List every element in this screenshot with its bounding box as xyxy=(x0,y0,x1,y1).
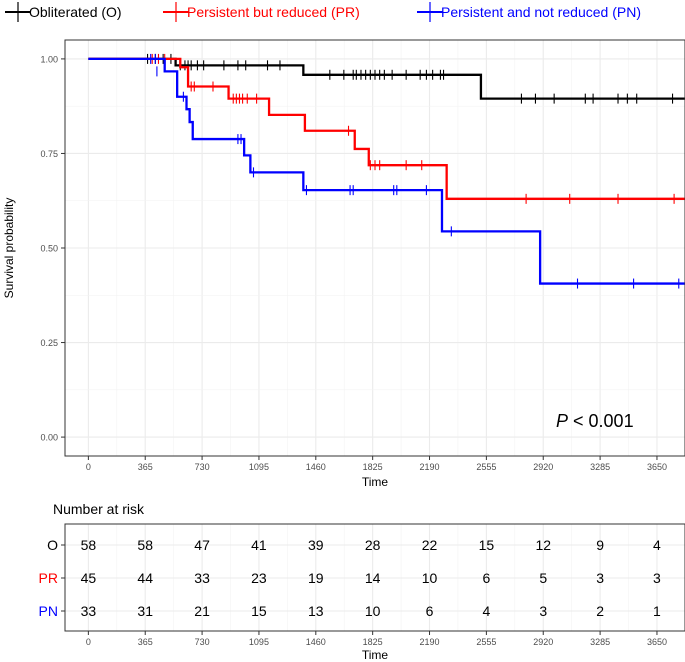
risk-cell: 47 xyxy=(194,537,210,553)
y-tick-label: 0.75 xyxy=(40,149,58,159)
risk-cell: 58 xyxy=(137,537,153,553)
risk-x-tick-label: 2920 xyxy=(533,637,553,647)
risk-cell: 21 xyxy=(194,603,210,619)
x-tick-label: 3285 xyxy=(590,462,610,472)
x-tick-label: 3650 xyxy=(647,462,667,472)
km-curve-persistent-but-reduced-pr xyxy=(88,57,685,200)
risk-cell: 4 xyxy=(653,537,661,553)
risk-cell: 9 xyxy=(596,537,604,553)
risk-cell: 10 xyxy=(422,570,438,586)
risk-x-tick-label: 365 xyxy=(138,637,153,647)
risk-cell: 33 xyxy=(81,603,97,619)
risk-table-row-labels: O PR PN xyxy=(39,537,65,619)
risk-cell: 3 xyxy=(539,603,547,619)
y-tick-label: 0.00 xyxy=(40,433,58,443)
risk-row-label-pr: PR xyxy=(39,570,58,586)
legend-label-persistent-and-not-reduced-pn: Persistent and not reduced (PN) xyxy=(441,4,641,20)
risk-row-label-pn: PN xyxy=(39,603,58,619)
risk-x-tick-label: 1095 xyxy=(249,637,269,647)
x-tick-label: 2555 xyxy=(476,462,496,472)
risk-cell: 3 xyxy=(596,570,604,586)
x-tick-label: 2920 xyxy=(533,462,553,472)
risk-cell: 31 xyxy=(137,603,153,619)
km-plot: 0.00 0.25 0.50 0.75 1.00 0 365 730 1095 1460 1825… xyxy=(2,39,685,489)
risk-x-tick-label: 1825 xyxy=(363,637,383,647)
risk-cell: 12 xyxy=(535,537,551,553)
legend: Obliterated (O) Persistent but reduced (P… xyxy=(5,2,641,22)
risk-cell: 39 xyxy=(308,537,324,553)
risk-x-tick-label: 3650 xyxy=(647,637,667,647)
y-tick-label: 0.25 xyxy=(40,338,58,348)
risk-cell: 19 xyxy=(308,570,324,586)
risk-table-title: Number at risk xyxy=(53,501,145,517)
risk-cell: 22 xyxy=(422,537,438,553)
legend-label-persistent-but-reduced-pr: Persistent but reduced (PR) xyxy=(187,4,360,20)
x-axis-title: Time xyxy=(362,475,389,489)
p-value-text: < 0.001 xyxy=(568,411,634,431)
risk-cell: 10 xyxy=(365,603,381,619)
km-gridlines xyxy=(65,40,685,456)
risk-cell: 6 xyxy=(426,603,434,619)
risk-table: Number at risk 58 58 47 41 39 28 22 15 12 9 445 44 3… xyxy=(39,501,685,662)
risk-cell: 15 xyxy=(479,537,495,553)
risk-cell: 4 xyxy=(482,603,490,619)
risk-x-tick-label: 2190 xyxy=(420,637,440,647)
risk-row-label-o: O xyxy=(47,537,58,553)
risk-x-tick-label: 2555 xyxy=(476,637,496,647)
risk-cell: 3 xyxy=(653,570,661,586)
x-tick-label: 365 xyxy=(138,462,153,472)
risk-cell: 2 xyxy=(596,603,604,619)
p-value-annotation: P < 0.001 xyxy=(556,411,634,431)
risk-cell: 5 xyxy=(539,570,547,586)
risk-x-tick-label: 3285 xyxy=(590,637,610,647)
km-curve-persistent-and-not-reduced-pn xyxy=(88,57,685,285)
risk-cell: 14 xyxy=(365,570,381,586)
risk-cell: 23 xyxy=(251,570,267,586)
risk-table-x-axis-title: Time xyxy=(362,648,389,662)
risk-cell: 58 xyxy=(81,537,97,553)
risk-cell: 1 xyxy=(653,603,661,619)
risk-cell: 41 xyxy=(251,537,267,553)
risk-cell: 33 xyxy=(194,570,210,586)
risk-cell: 44 xyxy=(137,570,153,586)
risk-x-tick-label: 1460 xyxy=(306,637,326,647)
risk-cell: 45 xyxy=(81,570,97,586)
risk-table-cells: 58 58 47 41 39 28 22 15 12 9 445 44 33 23 19 14 10 6 5 3 333… xyxy=(81,537,661,619)
x-tick-label: 1460 xyxy=(306,462,326,472)
y-tick-label: 0.50 xyxy=(40,244,58,254)
y-axis-title: Survival probability xyxy=(2,198,16,299)
x-tick-label: 1825 xyxy=(363,462,383,472)
risk-cell: 15 xyxy=(251,603,267,619)
risk-x-tick-label: 0 xyxy=(86,637,91,647)
km-x-axis: 0 365 730 1095 1460 1825 2190 2555 2920 3285 3650 xyxy=(86,456,667,472)
x-tick-label: 2190 xyxy=(420,462,440,472)
legend-label-obliterated-o: Obliterated (O) xyxy=(29,4,122,20)
risk-table-gridlines xyxy=(65,524,685,631)
y-tick-label: 1.00 xyxy=(40,54,58,64)
risk-cell: 6 xyxy=(482,570,490,586)
x-tick-label: 1095 xyxy=(249,462,269,472)
p-value-symbol: P xyxy=(556,411,568,431)
km-y-axis: 0.00 0.25 0.50 0.75 1.00 xyxy=(40,54,65,443)
risk-cell: 28 xyxy=(365,537,381,553)
x-tick-label: 730 xyxy=(195,462,210,472)
risk-x-tick-label: 730 xyxy=(195,637,210,647)
risk-table-x-axis: 0 365 730 1095 1460 1825 2190 2555 2920 3285 3650 xyxy=(86,631,667,647)
x-tick-label: 0 xyxy=(86,462,91,472)
km-series-group xyxy=(88,53,685,289)
risk-cell: 13 xyxy=(308,603,324,619)
